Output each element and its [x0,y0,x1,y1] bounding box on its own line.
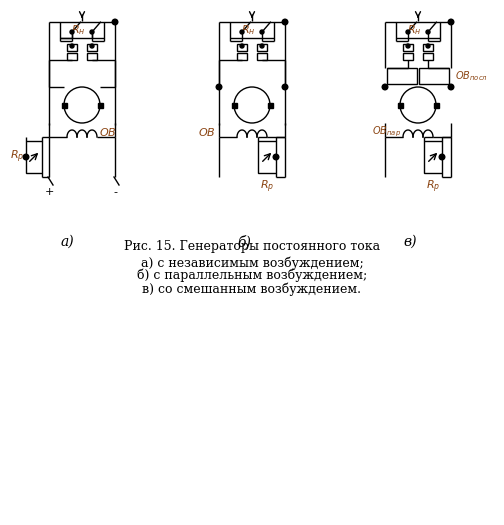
Bar [60,22,104,38]
Circle shape [426,30,430,34]
Bar [67,44,77,51]
Circle shape [112,19,118,25]
Text: $R_р$: $R_р$ [260,179,274,195]
Bar [396,22,440,38]
Bar [258,141,276,173]
Text: +: + [44,187,54,197]
Text: -: - [113,187,117,197]
Text: а) с независимым возбуждением;: а) с независимым возбуждением; [141,256,363,269]
Circle shape [406,44,410,48]
Circle shape [23,154,29,160]
Circle shape [382,84,388,90]
Bar [424,141,442,173]
Circle shape [240,30,244,34]
Circle shape [273,154,279,160]
Bar [26,141,42,173]
Text: в) со смешанным возбуждением.: в) со смешанным возбуждением. [143,282,361,296]
Circle shape [90,30,94,34]
Bar [237,53,247,60]
Bar [87,53,97,60]
Circle shape [282,19,288,25]
Circle shape [90,44,94,48]
Circle shape [448,19,454,25]
Circle shape [216,84,222,90]
Circle shape [70,30,74,34]
Text: $R_н$: $R_н$ [407,23,421,37]
Bar [237,44,247,51]
Bar [257,44,267,51]
Text: $R_н$: $R_н$ [241,23,255,37]
Text: $R_н$: $R_н$ [71,23,85,37]
Text: $OB$: $OB$ [198,126,216,138]
Text: б): б) [237,235,251,249]
Bar [419,68,449,84]
Bar [423,44,433,51]
Bar [257,53,267,60]
Circle shape [439,154,445,160]
Bar [398,102,403,108]
Circle shape [448,84,454,90]
Text: $R_р$: $R_р$ [426,179,440,195]
Text: $OB$: $OB$ [99,126,117,138]
Text: $R_р$: $R_р$ [10,149,24,165]
Bar [268,102,273,108]
Bar [403,53,413,60]
Bar [97,102,102,108]
Text: Рис. 15. Генераторы постоянного тока: Рис. 15. Генераторы постоянного тока [124,240,380,253]
Bar [230,22,274,38]
Circle shape [426,44,430,48]
Text: $OВ_{пар}$: $OВ_{пар}$ [372,125,401,139]
Text: $OВ_{посл}$: $OВ_{посл}$ [455,69,488,83]
Circle shape [282,84,288,90]
Bar [67,53,77,60]
Text: а): а) [60,235,74,249]
Bar [433,102,438,108]
Bar [423,53,433,60]
Circle shape [260,44,264,48]
Text: б) с параллельным возбуждением;: б) с параллельным возбуждением; [137,269,367,282]
Bar [61,102,67,108]
Bar [87,44,97,51]
Bar [387,68,417,84]
Bar [231,102,236,108]
Circle shape [240,44,244,48]
Text: в): в) [403,235,417,249]
Circle shape [260,30,264,34]
Bar [403,44,413,51]
Circle shape [406,30,410,34]
Circle shape [70,44,74,48]
